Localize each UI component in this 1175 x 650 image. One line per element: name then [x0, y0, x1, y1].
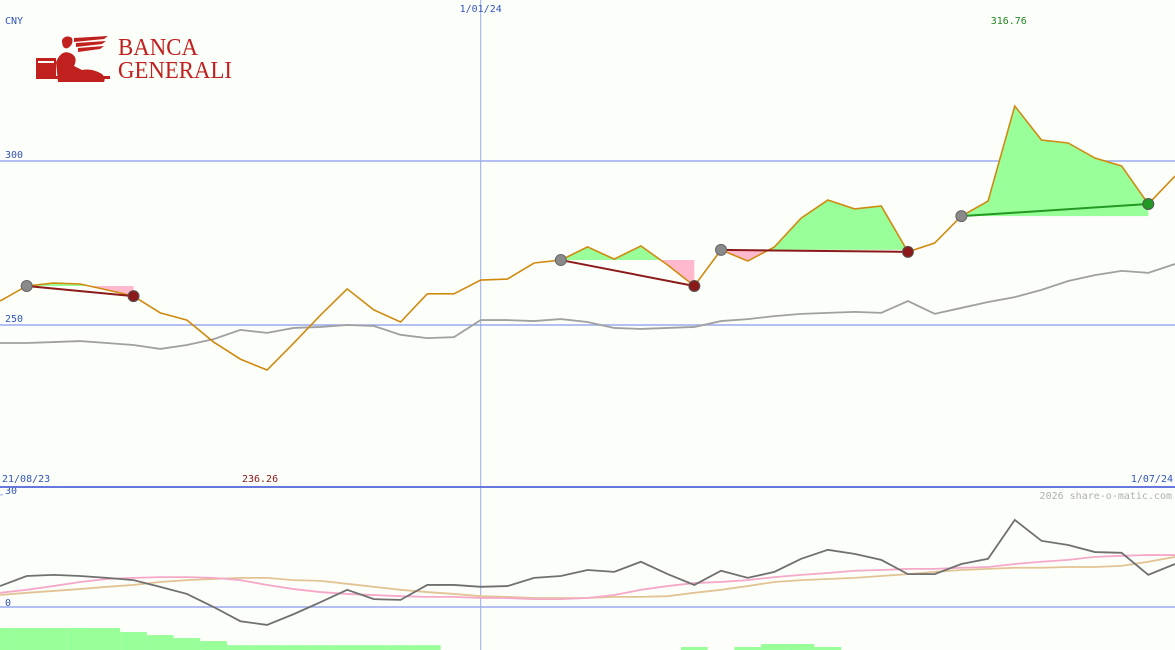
trade-gain-area: [961, 106, 1149, 217]
min-label: 236.26: [242, 474, 278, 485]
trade-line: [560, 259, 695, 287]
y-tick-label: 300: [5, 150, 23, 161]
trade-entry: [20, 279, 33, 292]
trade-gain-area: [721, 200, 908, 250]
bar: [307, 645, 334, 650]
y-tick-label: 30: [5, 486, 17, 497]
bar: [734, 647, 762, 650]
trade-exit: [1142, 197, 1155, 210]
bar: [280, 645, 308, 650]
trade-line: [961, 202, 1149, 218]
unit-label: CNY: [5, 16, 23, 27]
max-label: 316.76: [991, 16, 1027, 27]
bar: [761, 644, 788, 650]
watermark: 2026 share-o-matic.com: [1040, 491, 1172, 502]
trade-exit: [901, 245, 914, 258]
bar: [680, 647, 708, 650]
trade-loss-area: [560, 260, 695, 286]
bar: [0, 627, 14, 650]
bar: [13, 627, 41, 650]
trade-line: [26, 284, 134, 298]
y-tick-label: 250: [5, 314, 23, 325]
logo-icon: [36, 36, 110, 82]
trade-entry: [715, 243, 728, 256]
bar: [226, 645, 254, 650]
bar: [787, 644, 815, 650]
trade-exit: [688, 279, 701, 292]
bar: [333, 645, 361, 650]
series-line: [0, 554, 1175, 601]
trade-line: [721, 248, 908, 253]
bar: [40, 627, 67, 650]
bar: [120, 632, 147, 650]
series-line: [0, 263, 1175, 350]
logo-line1: BANCA: [118, 35, 199, 61]
bar: [173, 638, 201, 650]
bar: [387, 645, 414, 650]
bar: [146, 635, 174, 650]
x-tick-label: 1/01/24: [460, 4, 502, 15]
trade-loss-area: [26, 285, 134, 297]
trade-entry: [554, 254, 567, 267]
bar: [413, 645, 441, 650]
trade-exit: [127, 290, 140, 303]
bar: [93, 627, 121, 650]
bar: [814, 647, 842, 650]
series-line: [0, 104, 1175, 371]
trade-entry: [955, 210, 968, 223]
y-tick-label: 0: [5, 598, 11, 609]
logo-line2: GENERALI: [118, 58, 232, 84]
logo: BANCA GENERALI: [36, 35, 232, 84]
series-line: [0, 518, 1175, 626]
x-tick-label: 1/07/24: [1131, 474, 1173, 485]
bar: [200, 641, 227, 650]
bar: [360, 645, 388, 650]
x-tick-label: 21/08/23: [2, 474, 50, 485]
bar: [253, 645, 281, 650]
bar: [66, 627, 94, 650]
